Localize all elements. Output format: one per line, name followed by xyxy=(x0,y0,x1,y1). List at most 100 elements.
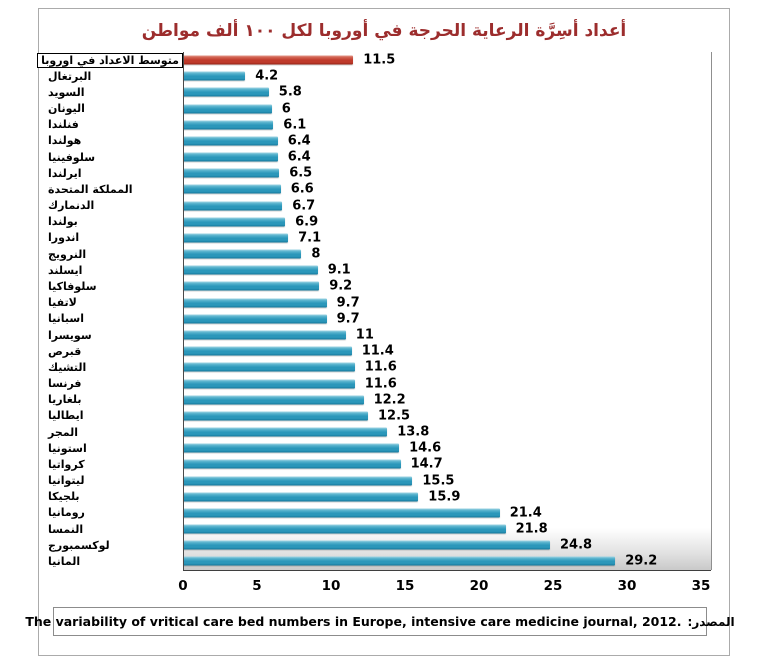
bar-track: 6.4 xyxy=(183,149,729,165)
value-label: 9.7 xyxy=(336,295,360,311)
category-label: التشيك xyxy=(48,360,87,374)
value-label: 6.1 xyxy=(283,117,307,133)
bar-row: اسبانيا 9.7 xyxy=(39,311,729,327)
category-label: لاتفيا xyxy=(48,296,77,310)
category-label: فرنسا xyxy=(48,377,82,391)
bar xyxy=(183,362,355,372)
value-label: 21.8 xyxy=(515,521,548,537)
chart-frame: أعداد أسِرَّة الرعاية الحرجة في أوروبا ل… xyxy=(25,8,735,656)
value-label: 6.6 xyxy=(290,181,314,197)
bar-track: 7.1 xyxy=(183,230,729,246)
footer: The variability of vritical care bed num… xyxy=(25,607,735,636)
average-bar xyxy=(183,55,354,65)
bar xyxy=(183,411,368,421)
x-tick-label: 10 xyxy=(321,577,341,594)
value-label: 29.2 xyxy=(625,553,658,569)
bar xyxy=(183,201,283,211)
bar xyxy=(183,87,269,97)
value-label: 8 xyxy=(311,246,321,262)
bar xyxy=(183,459,401,469)
value-label: 7.1 xyxy=(298,230,322,246)
value-label: 12.2 xyxy=(373,392,406,408)
category-label: لوكسمبورج xyxy=(48,538,110,552)
value-label: 11 xyxy=(355,327,374,343)
bar-row: كرواتيا 14.7 xyxy=(39,456,729,472)
bar-row: فرنسا 11.6 xyxy=(39,375,729,391)
footer-text: The variability of vritical care bed num… xyxy=(25,614,682,629)
category-label: كرواتيا xyxy=(48,457,85,471)
bar xyxy=(183,71,246,81)
bar-row: ايسلند 9.1 xyxy=(39,262,729,278)
category-label: بولندا xyxy=(48,215,78,229)
bar-row: البرتغال 4.2 xyxy=(39,68,729,84)
value-label: 5.8 xyxy=(278,84,302,100)
bar-row: بلجيكا 15.9 xyxy=(39,489,729,505)
category-label: اليونان xyxy=(48,102,85,116)
bar-row: سويسرا 11 xyxy=(39,327,729,343)
bar-track: 6.6 xyxy=(183,181,729,197)
bar xyxy=(183,330,346,340)
value-label: 9.1 xyxy=(327,262,351,278)
bar xyxy=(183,524,506,534)
bar-row: سلوفاكيا 9.2 xyxy=(39,278,729,294)
bar-row: المملكة المتحدة 6.6 xyxy=(39,181,729,197)
category-label: ايطاليا xyxy=(48,409,84,423)
bar xyxy=(183,492,419,502)
x-tick-label: 35 xyxy=(691,577,711,594)
bar xyxy=(183,556,616,566)
bar-row: الدنمارك 6.7 xyxy=(39,198,729,214)
value-label: 6.4 xyxy=(287,133,311,149)
bar-track: 6.7 xyxy=(183,198,729,214)
bar-row: ايطاليا 12.5 xyxy=(39,408,729,424)
bar-track: 4.2 xyxy=(183,68,729,84)
bar xyxy=(183,104,272,114)
bar-track: 11 xyxy=(183,327,729,343)
bar-track: 6.9 xyxy=(183,214,729,230)
bar-row: ليتوانيا 15.5 xyxy=(39,472,729,488)
value-label: 12.5 xyxy=(378,408,411,424)
value-label: 11.6 xyxy=(364,376,397,392)
value-label: 11.4 xyxy=(361,343,394,359)
bar xyxy=(183,379,355,389)
x-tick-label: 25 xyxy=(543,577,563,594)
bar-row: التشيك 11.6 xyxy=(39,359,729,375)
bar-row: النرويج 8 xyxy=(39,246,729,262)
bar xyxy=(183,120,274,130)
bar-track: 9.2 xyxy=(183,278,729,294)
value-label: 4.2 xyxy=(255,68,279,84)
x-tick-label: 15 xyxy=(395,577,415,594)
footer-source-label: المصدر: xyxy=(687,614,735,629)
bar xyxy=(183,233,289,243)
bar-track: 11.6 xyxy=(183,359,729,375)
category-label: متوسط الاعداد في اوروبا xyxy=(37,52,183,68)
bar xyxy=(183,346,352,356)
bar xyxy=(183,427,388,437)
bar xyxy=(183,152,278,162)
value-label: 24.8 xyxy=(560,537,593,553)
bar xyxy=(183,265,318,275)
bar-track: 12.5 xyxy=(183,408,729,424)
category-label: بلجيكا xyxy=(48,490,80,504)
bar-track: 11.4 xyxy=(183,343,729,359)
value-label: 6.7 xyxy=(292,198,316,214)
bar-track: 24.8 xyxy=(183,537,729,553)
bar-row: فنلندا 6.1 xyxy=(39,117,729,133)
x-tick-label: 5 xyxy=(252,577,262,594)
bar-track: 11.6 xyxy=(183,375,729,391)
category-label: المجر xyxy=(48,425,79,439)
bar-track: 5.8 xyxy=(183,84,729,100)
chart-body: متوسط الاعداد في اوروبا 11.5 البرتغال 4.2 ال… xyxy=(37,52,729,596)
category-label: اسبانيا xyxy=(48,312,84,326)
bar-row: لاتفيا 9.7 xyxy=(39,295,729,311)
bar-row: قبرص 11.4 xyxy=(39,343,729,359)
category-label: النمسا xyxy=(48,522,84,536)
bar xyxy=(183,184,281,194)
value-label: 14.6 xyxy=(409,440,442,456)
bar xyxy=(183,298,327,308)
bar-track: 9.7 xyxy=(183,311,729,327)
category-label: المانيا xyxy=(48,554,81,568)
bar xyxy=(183,508,500,518)
x-tick-label: 30 xyxy=(617,577,637,594)
value-label: 9.2 xyxy=(329,278,353,294)
bar-row: المجر 13.8 xyxy=(39,424,729,440)
